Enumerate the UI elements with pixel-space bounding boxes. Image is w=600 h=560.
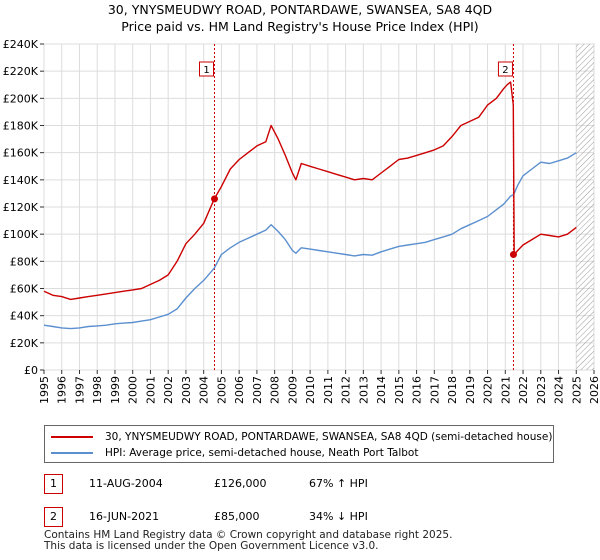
x-tick-label: 2014 [375,376,388,404]
legend-label-property: 30, YNYSMEUDWY ROAD, PONTARDAWE, SWANSEA… [105,431,553,443]
x-tick-label: 2005 [215,376,228,404]
hatch-region [576,44,594,370]
legend-item-hpi: HPI: Average price, semi-detached house,… [51,445,418,461]
legend-item-property: 30, YNYSMEUDWY ROAD, PONTARDAWE, SWANSEA… [51,429,552,445]
x-tick-label: 2012 [340,376,353,404]
y-tick-label: £0 [24,364,38,377]
x-tick-label: 2023 [535,376,548,404]
sale-hpi: 34% ↓ HPI [309,510,368,523]
legend: 30, YNYSMEUDWY ROAD, PONTARDAWE, SWANSEA… [44,425,554,463]
x-tick-label: 1999 [109,376,122,404]
x-tick-label: 2018 [446,376,459,404]
x-tick-label: 2010 [304,376,317,404]
y-tick-label: £100K [3,228,39,241]
sale-price: £85,000 [214,510,260,523]
sale-point [211,195,218,203]
x-tick-label: 2019 [464,376,477,404]
x-tick-label: 1997 [73,376,86,404]
x-tick-label: 2007 [251,376,264,404]
series-line [43,152,577,330]
x-tick-label: 2024 [553,376,566,404]
x-tick-label: 2001 [144,376,157,404]
y-tick-label: £20K [10,337,39,350]
footer-copyright: Contains HM Land Registry data © Crown c… [44,529,453,541]
sale-marker-label: 1 [203,65,209,76]
x-tick-label: 2003 [180,376,193,404]
x-axis-ticks: 1995 1996 1997 1998 1999 2000 2001 2002 2003 2004… [38,370,600,404]
y-tick-label: £80K [10,255,39,268]
y-tick-label: £140K [3,174,39,187]
x-tick-label: 2020 [482,376,495,404]
x-tick-label: 2011 [322,376,335,404]
y-tick-label: £60K [10,283,39,296]
x-tick-label: 2006 [233,376,246,404]
series-line [43,81,577,301]
x-tick-label: 2008 [269,376,282,404]
legend-swatch-red [51,436,93,438]
sale-price: £126,000 [214,477,267,490]
chart-title: 30, YNYSMEUDWY ROAD, PONTARDAWE, SWANSEA… [108,2,492,17]
sale-row-1: 1 11-AUG-2004 £126,000 67% ↑ HPI [44,474,554,494]
x-tick-label: 2026 [588,376,600,404]
sale-date: 16-JUN-2021 [89,510,160,523]
sale-marker-box [497,61,513,77]
x-tick-label: 1996 [56,376,69,404]
y-tick-label: £160K [3,147,39,160]
y-tick-label: £180K [3,120,39,133]
y-tick-label: £240K [3,38,39,51]
sale-date: 11-AUG-2004 [89,477,163,490]
footer: Contains HM Land Registry data © Crown c… [44,530,452,552]
y-axis-ticks: £0 £20K £40K £60K £80K £100K £120K £140K £160K £1… [3,38,44,377]
x-tick-label: 1995 [38,376,51,404]
grid-lines [43,43,595,371]
legend-label-hpi: HPI: Average price, semi-detached house,… [105,447,419,459]
x-tick-label: 2025 [570,376,583,404]
x-tick-label: 1998 [91,376,104,404]
x-tick-label: 2000 [127,376,140,404]
x-tick-label: 2021 [499,376,512,404]
x-tick-label: 2016 [411,376,424,404]
x-tick-label: 2013 [357,376,370,404]
price-chart: 30, YNYSMEUDWY ROAD, PONTARDAWE, SWANSEA… [3,2,600,404]
sale-marker-box [199,61,214,77]
x-tick-label: 2002 [162,376,175,404]
y-tick-label: £40K [10,310,39,323]
x-tick-label: 2015 [393,376,406,404]
sale-number: 1 [44,474,63,494]
forecast-hatch [576,44,594,370]
footer-licence: This data is licensed under the Open Gov… [44,540,379,552]
x-tick-label: 2022 [517,376,530,404]
x-tick-label: 2004 [198,376,211,404]
series-lines [43,81,577,330]
y-tick-label: £120K [3,201,39,214]
sale-point [509,251,517,259]
sale-marker-label: 2 [502,65,508,76]
chart-subtitle: Price paid vs. HM Land Registry's House … [121,19,478,34]
x-tick-label: 2009 [286,376,299,404]
y-tick-label: £200K [3,92,39,105]
y-tick-label: £220K [3,65,39,78]
x-tick-label: 2017 [428,376,441,404]
sale-hpi: 67% ↑ HPI [309,477,368,490]
sale-row-2: 2 16-JUN-2021 £85,000 34% ↓ HPI [44,507,554,527]
legend-swatch-blue [51,452,93,454]
sale-number: 2 [44,507,63,527]
